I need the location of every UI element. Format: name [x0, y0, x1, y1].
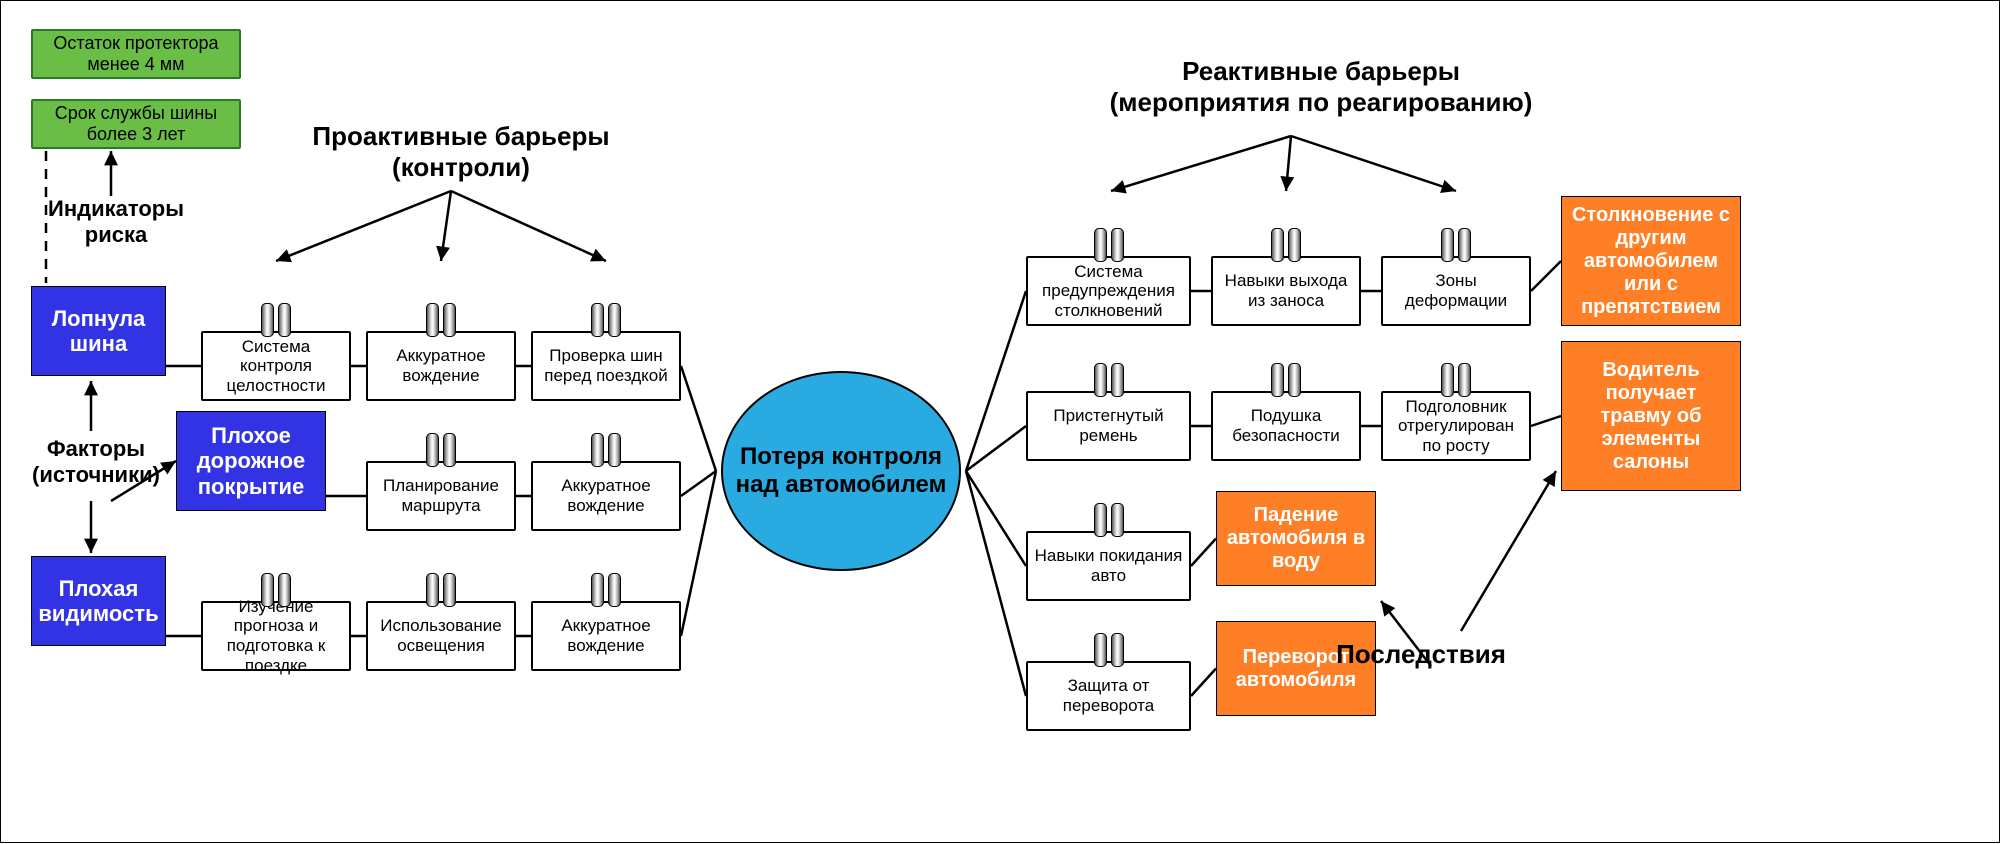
label-reactive: Реактивные барьеры(мероприятия по реагир…: [1061, 56, 1581, 118]
center: Потеря контроля над автомобилем: [721, 371, 961, 571]
c-coll: Столкновение с другим автомобилем или с …: [1561, 196, 1741, 326]
label-factors: Факторы(источники): [11, 436, 181, 489]
r3: Зоны деформации: [1381, 256, 1531, 326]
label-proactive: Проактивные барьеры(контроли): [281, 121, 641, 183]
r8: Защита от переворота: [1026, 661, 1191, 731]
c-inj: Водитель получает травму об элементы сал…: [1561, 341, 1741, 491]
barrier-clip-icon: [261, 573, 291, 607]
barrier-clip-icon: [426, 303, 456, 337]
r5: Подушка безопасности: [1211, 391, 1361, 461]
r7: Навыки покидания авто: [1026, 531, 1191, 601]
b3: Проверка шин перед поездкой: [531, 331, 681, 401]
barrier-clip-icon: [261, 303, 291, 337]
b1: Система контроля целостности: [201, 331, 351, 401]
barrier-clip-icon: [1094, 503, 1124, 537]
bowtie-diagram: Остаток протектораменее 4 мм Срок службы …: [0, 0, 2000, 843]
ind-tread: Остаток протектораменее 4 мм: [31, 29, 241, 79]
barrier-clip-icon: [1271, 363, 1301, 397]
barrier-clip-icon: [1271, 228, 1301, 262]
barrier-clip-icon: [591, 433, 621, 467]
b4: Планирование маршрута: [366, 461, 516, 531]
f-road: Плохоедорожноепокрытие: [176, 411, 326, 511]
label-conseq: Последствия: [1311, 639, 1531, 670]
c-water: Падение автомобиля в воду: [1216, 491, 1376, 586]
ind-age: Срок службы шиныболее 3 лет: [31, 99, 241, 149]
r1: Система предупреждения столкновений: [1026, 256, 1191, 326]
barrier-clip-icon: [591, 573, 621, 607]
r4: Пристегнутый ремень: [1026, 391, 1191, 461]
b7: Использование освещения: [366, 601, 516, 671]
barrier-clip-icon: [591, 303, 621, 337]
f-tire: Лопнулашина: [31, 286, 166, 376]
barrier-clip-icon: [1094, 363, 1124, 397]
barrier-clip-icon: [1441, 363, 1471, 397]
b8: Аккуратное вождение: [531, 601, 681, 671]
b2: Аккуратное вождение: [366, 331, 516, 401]
barrier-clip-icon: [1094, 633, 1124, 667]
f-vis: Плохаявидимость: [31, 556, 166, 646]
label-risk_ind: Индикаторыриска: [31, 196, 201, 249]
barrier-clip-icon: [426, 433, 456, 467]
barrier-clip-icon: [426, 573, 456, 607]
barrier-clip-icon: [1094, 228, 1124, 262]
b5: Аккуратное вождение: [531, 461, 681, 531]
r2: Навыки выхода из заноса: [1211, 256, 1361, 326]
b6: Изучение прогноза и подготовка к поездке: [201, 601, 351, 671]
r6: Подголовник отрегулирован по росту: [1381, 391, 1531, 461]
barrier-clip-icon: [1441, 228, 1471, 262]
